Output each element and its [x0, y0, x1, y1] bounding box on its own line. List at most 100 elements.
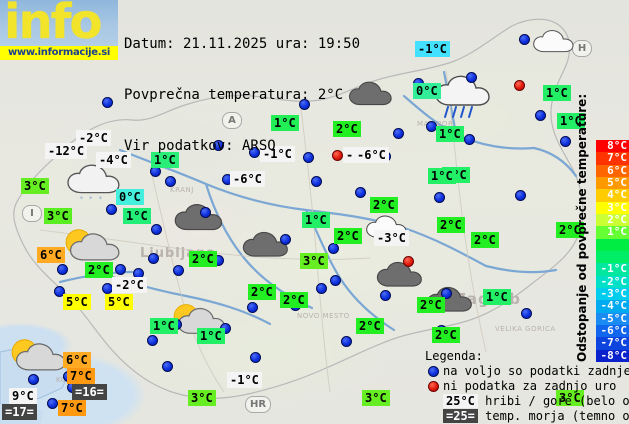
station-dot-no-data[interactable]	[332, 150, 343, 161]
station-dot-ok[interactable]	[106, 204, 117, 215]
legend-title: Legenda:	[425, 349, 483, 363]
station-dot-ok[interactable]	[434, 192, 445, 203]
station-dot-ok[interactable]	[247, 302, 258, 313]
temperature-label: -1°C	[260, 146, 295, 162]
temperature-label: 1°C	[271, 115, 299, 131]
place-label: NOVO MESTO	[297, 312, 350, 320]
station-dot-ok[interactable]	[355, 187, 366, 198]
colour-scale-band: -3°C	[596, 287, 629, 301]
station-dot-ok[interactable]	[441, 288, 452, 299]
legend-item-sea-label: temp. morja (temno ozadje)	[485, 409, 629, 423]
station-dot-ok[interactable]	[316, 283, 327, 294]
colour-scale-band: -2°C	[596, 275, 629, 288]
temperature-label: 1°C	[557, 113, 585, 129]
station-dot-ok[interactable]	[200, 207, 211, 218]
colour-scale-title: Odstopanje od povprečne temperature:	[575, 93, 589, 362]
cloud-dark-icon	[370, 258, 428, 296]
station-dot-ok[interactable]	[341, 336, 352, 347]
temperature-label: 5°C	[63, 294, 91, 310]
temperature-label: 2°C	[417, 297, 445, 313]
station-dot-ok[interactable]	[464, 134, 475, 145]
station-dot-ok[interactable]	[165, 176, 176, 187]
station-dot-ok[interactable]	[299, 99, 310, 110]
cloud-rain-icon	[430, 75, 494, 121]
temperature-label: -1°C	[415, 41, 450, 57]
colour-scale-band: 8°C	[596, 139, 629, 153]
temperature-label: 1°C	[151, 152, 179, 168]
legend: Legenda: na voljo so podatki zadnje ure …	[425, 349, 629, 424]
station-dot-ok[interactable]	[213, 140, 224, 151]
temperature-label: 1°C	[483, 289, 511, 305]
colour-scale-band: 4°C	[596, 189, 629, 202]
svg-text:*: *	[80, 195, 84, 203]
temperature-label: 1°C	[197, 328, 225, 344]
station-dot-ok[interactable]	[102, 97, 113, 108]
station-dot-ok[interactable]	[47, 398, 58, 409]
temperature-label: 1°C	[150, 318, 178, 334]
country-code-marker: A	[222, 112, 242, 129]
colour-scale-band: 7°C	[596, 152, 629, 165]
legend-item-missing: ni podatka za zadnjo uro	[425, 379, 629, 394]
mountain-chip-icon: 25°C	[443, 394, 478, 408]
temperature-label: 7°C	[67, 368, 95, 384]
cloud-dark-icon	[236, 228, 294, 266]
station-dot-ok[interactable]	[54, 286, 65, 297]
header-data-source: Vir podatkov: ARSO	[124, 138, 276, 154]
site-logo[interactable]: info www.informacije.si	[0, 0, 118, 60]
station-dot-ok[interactable]	[328, 243, 339, 254]
legend-item-available-label: na voljo so podatki zadnje ure	[443, 364, 629, 378]
station-dot-ok[interactable]	[519, 34, 530, 45]
temperature-label: 2°C	[248, 284, 276, 300]
station-dot-ok[interactable]	[330, 275, 341, 286]
station-dot-ok[interactable]	[466, 72, 477, 83]
station-dot-ok[interactable]	[515, 190, 526, 201]
colour-scale-band: -1°C	[596, 263, 629, 276]
sun-cloud-icon	[4, 335, 68, 379]
header-average-temperature: Povprečna temperatura: 2°C	[124, 87, 344, 103]
station-dot-ok[interactable]	[311, 176, 322, 187]
station-dot-ok[interactable]	[250, 352, 261, 363]
temperature-label: 7°C	[58, 400, 86, 416]
station-dot-no-data[interactable]	[403, 256, 414, 267]
temperature-label: 2°C	[556, 222, 584, 238]
station-dot-ok[interactable]	[303, 152, 314, 163]
cloud-outline-icon	[524, 28, 582, 62]
station-dot-ok[interactable]	[249, 147, 260, 158]
colour-scale: 8°C 7°C 6°C 5°C 4°C 3°C 2°C 1°C -1°C -2°C -3°C -4°C…	[596, 139, 629, 362]
temperature-label: 2°C	[356, 318, 384, 334]
station-dot-ok[interactable]	[115, 264, 126, 275]
temperature-label: -12°C	[45, 143, 88, 159]
colour-scale-band: 3°C	[596, 201, 629, 214]
station-dot-ok[interactable]	[148, 253, 159, 264]
colour-scale-band: 6°C	[596, 164, 629, 177]
header-date-time: Datum: 21.11.2025 ura: 19:50	[124, 36, 361, 52]
station-dot-ok[interactable]	[28, 374, 39, 385]
station-dot-ok[interactable]	[57, 264, 68, 275]
legend-item-mountain-label: hribi / gore (belo ozadje)	[485, 394, 629, 408]
colour-scale-band: -7°C	[596, 337, 629, 350]
temperature-label: 1°C	[302, 212, 330, 228]
sea-chip-icon: =25=	[443, 409, 478, 423]
sun-cloud-icon	[58, 225, 122, 269]
temperature-label: 2°C	[333, 121, 361, 137]
station-dot-ok[interactable]	[521, 308, 532, 319]
station-dot-ok[interactable]	[147, 335, 158, 346]
header-info: Datum: 21.11.2025 ura: 19:50 Povprečna t…	[124, 2, 360, 189]
station-dot-ok[interactable]	[162, 361, 173, 372]
temperature-label: 5°C	[105, 294, 133, 310]
station-dot-no-data[interactable]	[514, 80, 525, 91]
temperature-label: 2°C	[85, 262, 113, 278]
station-dot-ok[interactable]	[151, 224, 162, 235]
station-dot-ok[interactable]	[380, 290, 391, 301]
temperature-label: 0°C	[413, 83, 441, 99]
station-dot-ok[interactable]	[535, 110, 546, 121]
temperature-label: 2°C	[280, 292, 308, 308]
station-dot-ok[interactable]	[280, 234, 291, 245]
svg-text:*: *	[89, 195, 93, 203]
country-code-marker: HR	[245, 396, 271, 413]
station-dot-ok[interactable]	[560, 136, 571, 147]
temperature-label: -1°C	[227, 372, 262, 388]
temperature-label: 3°C	[300, 253, 328, 269]
station-dot-ok[interactable]	[173, 265, 184, 276]
station-dot-ok[interactable]	[393, 128, 404, 139]
